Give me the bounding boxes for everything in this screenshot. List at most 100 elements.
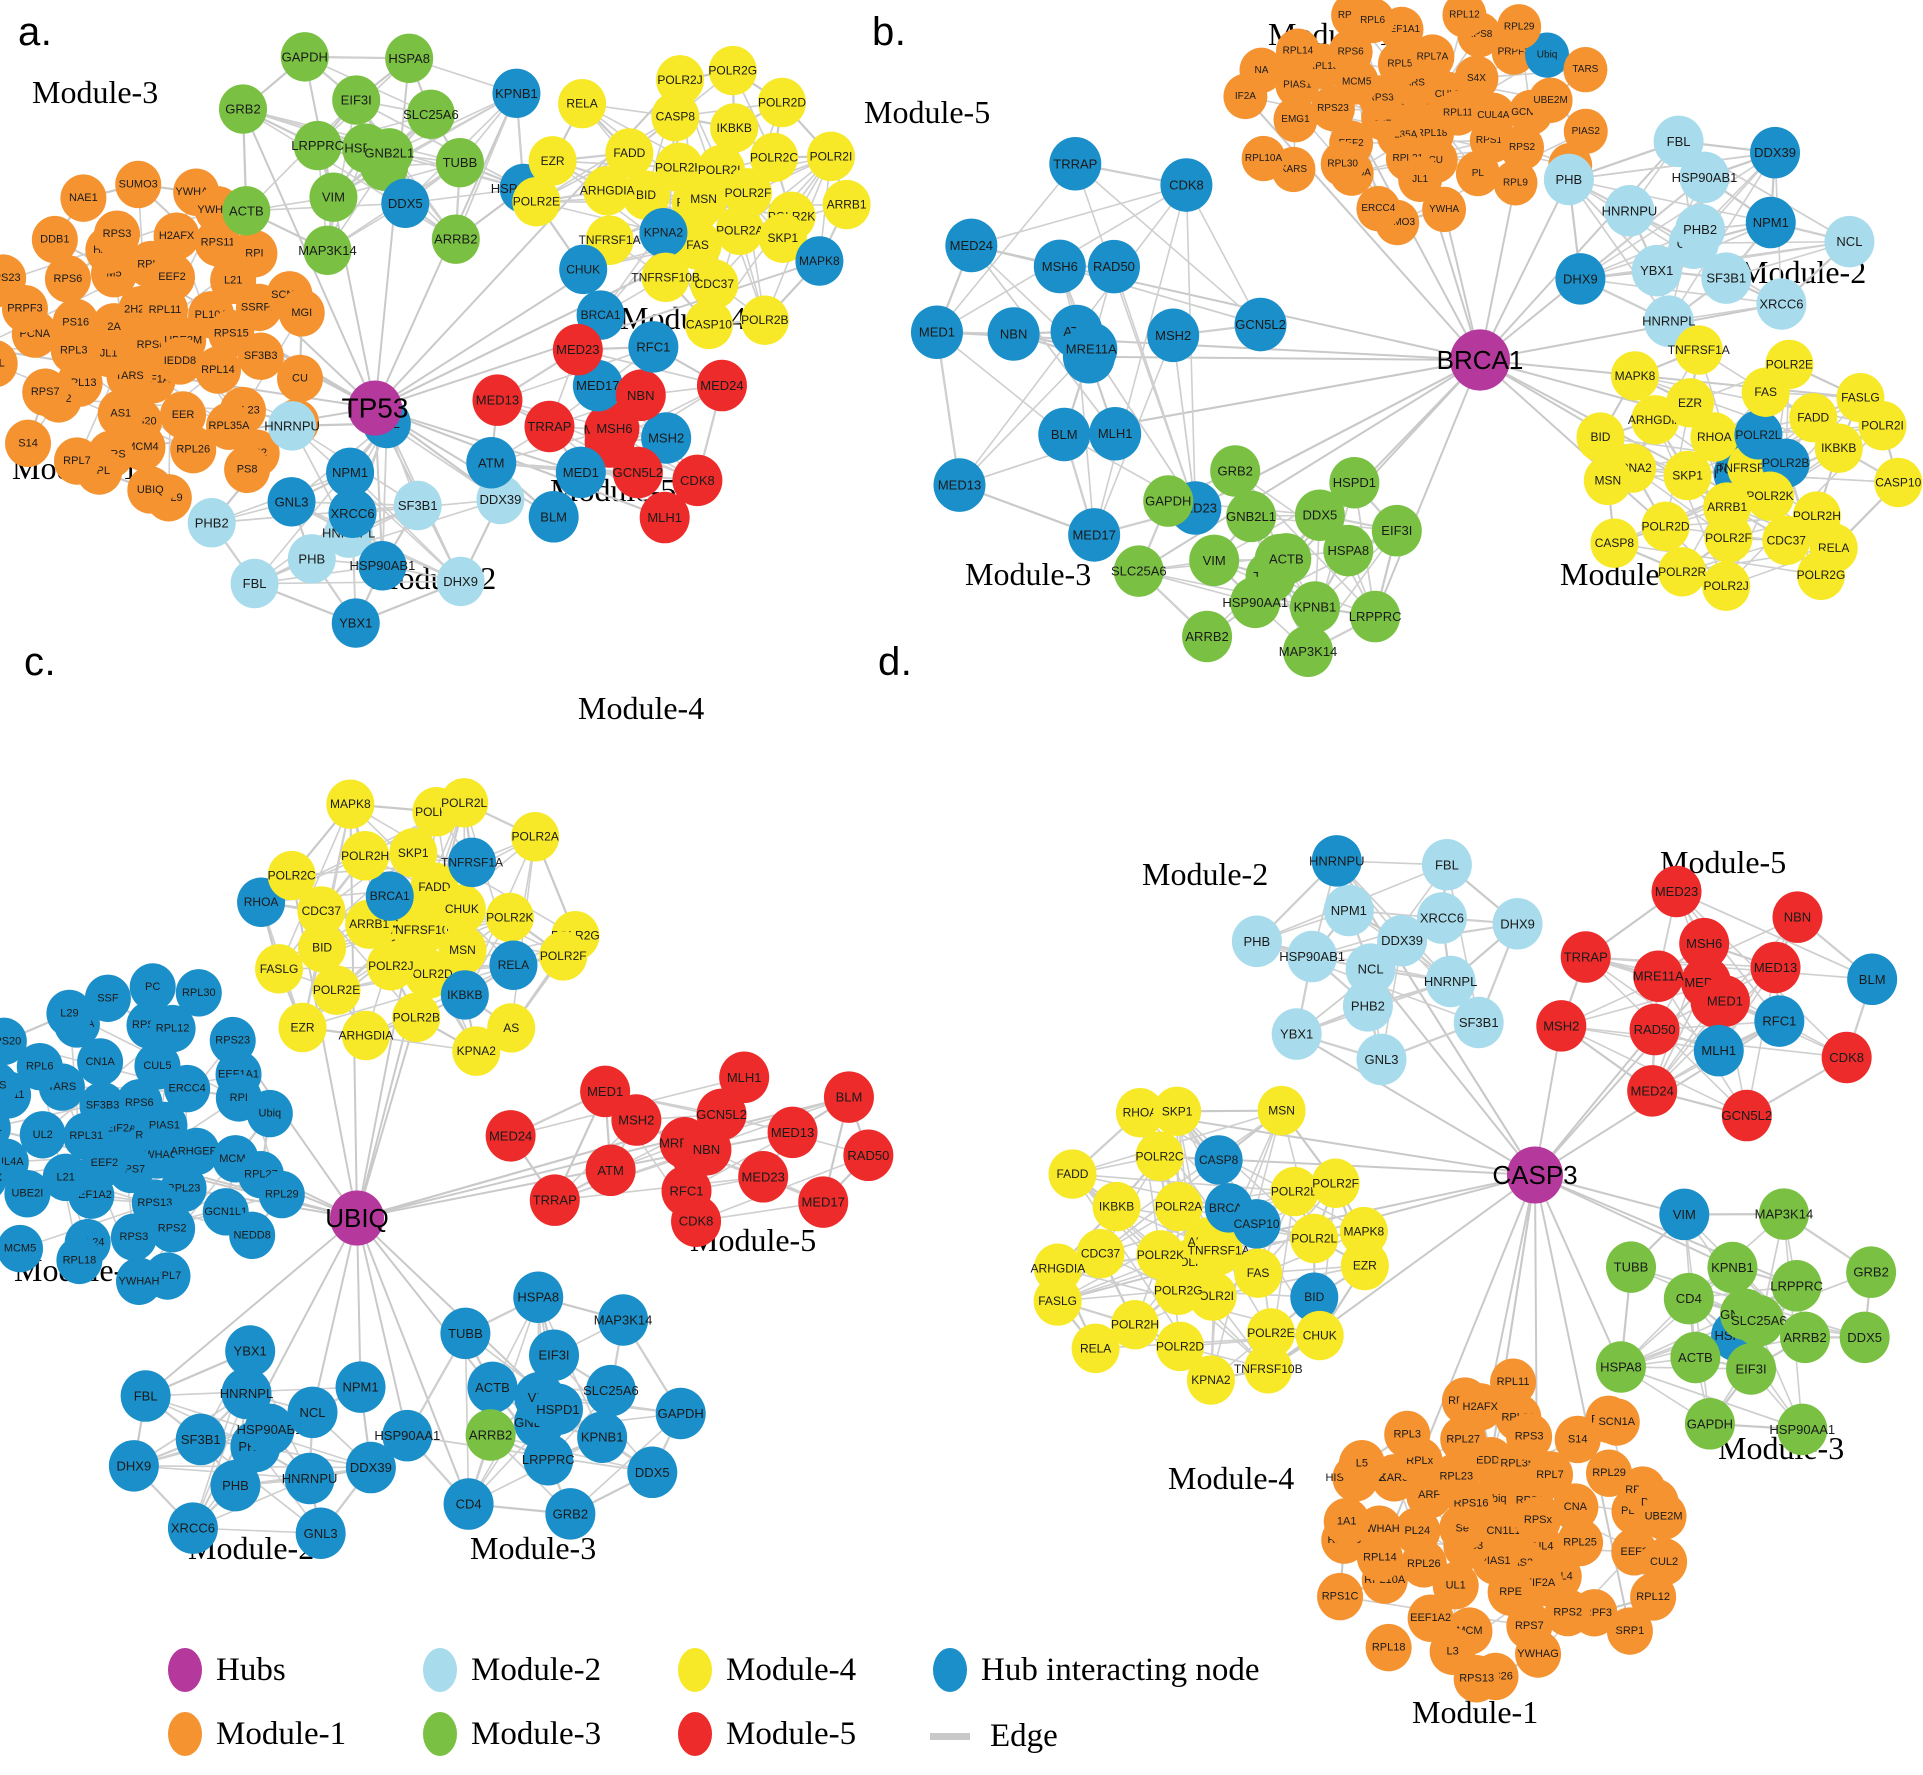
network-node[interactable]	[1391, 105, 1436, 151]
network-node[interactable]	[233, 429, 280, 477]
network-node[interactable]	[1425, 955, 1476, 1008]
network-node[interactable]	[255, 944, 304, 994]
network-node[interactable]	[1311, 1158, 1360, 1208]
network-node[interactable]	[153, 212, 200, 260]
network-node[interactable]	[127, 240, 174, 289]
network-node[interactable]	[1068, 508, 1121, 562]
network-node[interactable]	[268, 401, 317, 451]
network-node[interactable]	[4, 1170, 51, 1218]
network-node[interactable]	[1457, 12, 1502, 58]
network-node[interactable]	[210, 256, 257, 305]
network-node[interactable]	[1500, 124, 1545, 171]
network-node[interactable]	[740, 295, 789, 345]
network-node[interactable]	[224, 445, 271, 494]
network-node[interactable]	[1350, 590, 1401, 643]
network-node[interactable]	[750, 132, 799, 183]
network-node[interactable]	[651, 91, 700, 142]
network-node[interactable]	[1640, 1492, 1687, 1540]
network-node[interactable]	[1663, 1272, 1714, 1325]
network-node[interactable]	[1666, 378, 1715, 428]
network-node[interactable]	[1334, 59, 1379, 105]
network-node[interactable]	[56, 359, 103, 407]
network-node[interactable]	[208, 309, 255, 358]
network-node[interactable]	[1754, 995, 1805, 1047]
network-node[interactable]	[230, 1420, 281, 1473]
network-node[interactable]	[438, 925, 487, 975]
network-node[interactable]	[1244, 1344, 1293, 1394]
network-node[interactable]	[583, 165, 632, 216]
network-node[interactable]	[107, 1145, 154, 1194]
network-node[interactable]	[1169, 481, 1222, 535]
network-node[interactable]	[365, 128, 414, 178]
network-node[interactable]	[1552, 1483, 1599, 1531]
network-node[interactable]	[160, 1164, 207, 1213]
network-node[interactable]	[1323, 1497, 1370, 1546]
network-node[interactable]	[108, 1440, 159, 1492]
network-node[interactable]	[1358, 75, 1403, 121]
network-node[interactable]	[1033, 239, 1086, 294]
network-node[interactable]	[672, 181, 721, 232]
network-node[interactable]	[1398, 156, 1443, 202]
network-node[interactable]	[655, 142, 704, 193]
network-node[interactable]	[134, 1042, 181, 1090]
network-node[interactable]	[63, 1112, 110, 1160]
network-node[interactable]	[1557, 1518, 1604, 1567]
network-node[interactable]	[1515, 1630, 1562, 1678]
network-node[interactable]	[1076, 1228, 1125, 1279]
network-node[interactable]	[0, 1071, 32, 1119]
network-node[interactable]	[641, 412, 692, 464]
network-node[interactable]	[1814, 423, 1863, 473]
network-node[interactable]	[312, 965, 361, 1015]
network-node[interactable]	[1441, 1377, 1488, 1425]
network-node[interactable]	[331, 598, 380, 648]
network-node[interactable]	[1377, 914, 1428, 967]
network-node[interactable]	[1295, 1310, 1344, 1361]
network-node[interactable]	[1555, 253, 1606, 305]
network-node[interactable]	[1356, 1505, 1403, 1553]
network-node[interactable]	[1576, 412, 1625, 462]
network-node[interactable]	[1231, 915, 1282, 968]
network-node[interactable]	[1092, 1181, 1141, 1232]
network-node[interactable]	[1720, 1288, 1771, 1341]
network-node[interactable]	[671, 177, 720, 228]
network-node[interactable]	[116, 397, 163, 446]
network-node[interactable]	[1435, 90, 1480, 136]
network-node[interactable]	[552, 323, 603, 376]
network-node[interactable]	[1693, 1024, 1744, 1077]
network-node[interactable]	[194, 186, 241, 234]
network-node[interactable]	[1443, 1522, 1490, 1570]
network-node[interactable]	[210, 1459, 261, 1512]
network-node[interactable]	[551, 910, 600, 961]
network-node[interactable]	[1633, 950, 1684, 1002]
network-node[interactable]	[1516, 1559, 1563, 1607]
network-node[interactable]	[273, 399, 320, 447]
network-node[interactable]	[1476, 1509, 1523, 1557]
network-node[interactable]	[202, 1188, 249, 1236]
network-node[interactable]	[1189, 534, 1240, 587]
network-node[interactable]	[276, 354, 323, 403]
network-node[interactable]	[222, 186, 271, 236]
network-node[interactable]	[11, 310, 58, 358]
network-node[interactable]	[0, 1017, 27, 1066]
network-node[interactable]	[1160, 158, 1213, 212]
network-node[interactable]	[767, 1106, 818, 1159]
network-node[interactable]	[1049, 136, 1102, 191]
network-node[interactable]	[230, 558, 279, 609]
network-node[interactable]	[1536, 1000, 1587, 1052]
network-node[interactable]	[1113, 545, 1164, 597]
network-node[interactable]	[42, 1153, 89, 1202]
network-node[interactable]	[843, 1129, 894, 1182]
network-node[interactable]	[1317, 1572, 1364, 1621]
network-node[interactable]	[175, 969, 222, 1017]
network-node[interactable]	[1499, 1539, 1546, 1587]
network-node[interactable]	[1254, 533, 1305, 586]
network-node[interactable]	[1332, 1454, 1379, 1502]
network-node[interactable]	[388, 898, 437, 949]
network-node[interactable]	[1062, 329, 1115, 384]
network-node[interactable]	[298, 922, 347, 973]
network-node[interactable]	[1593, 1398, 1640, 1446]
network-node[interactable]	[696, 359, 747, 412]
network-node[interactable]	[132, 1111, 179, 1160]
network-node[interactable]	[385, 33, 434, 84]
network-node[interactable]	[1497, 4, 1542, 50]
